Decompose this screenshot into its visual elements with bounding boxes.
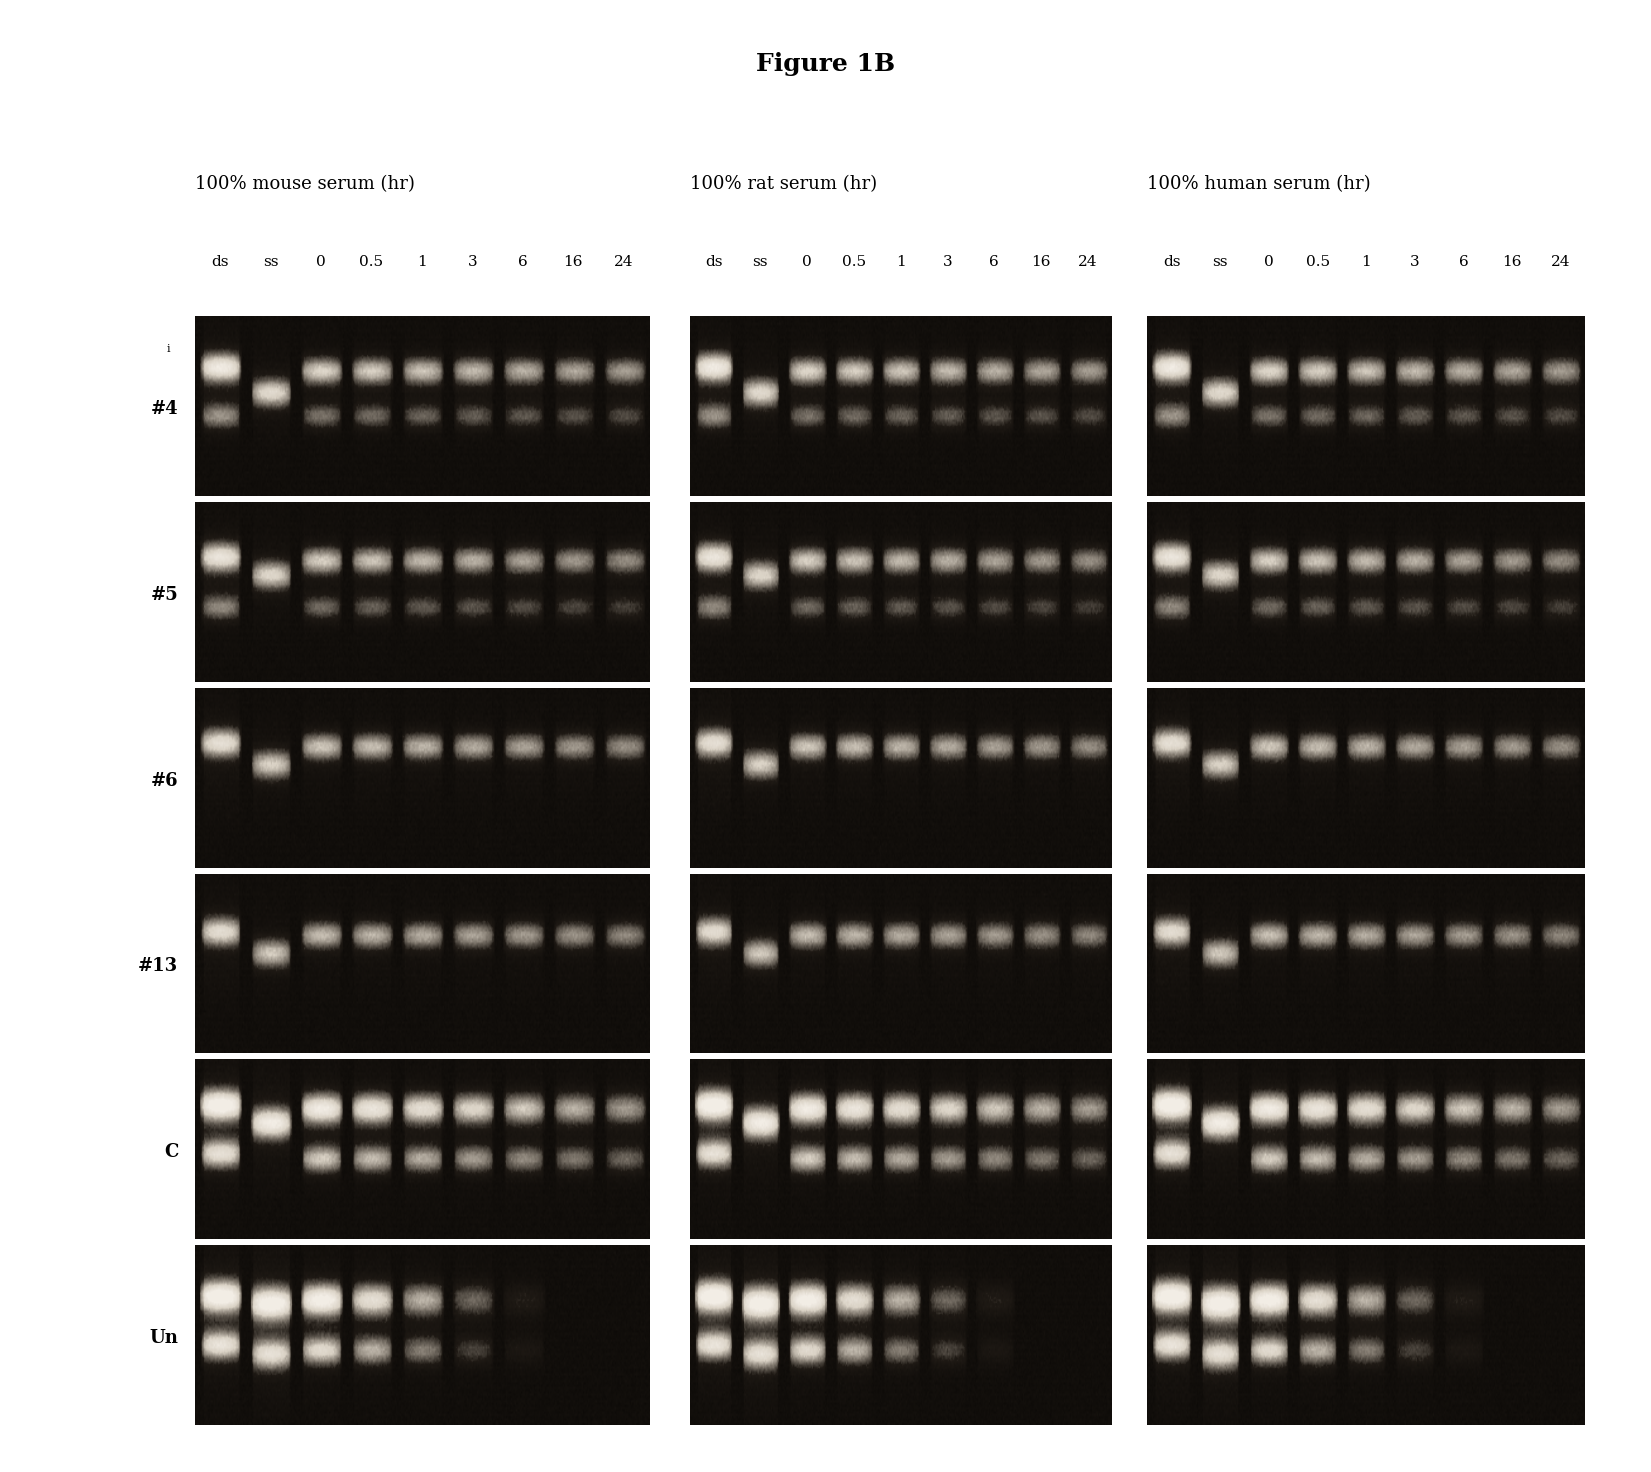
Text: i: i bbox=[167, 343, 170, 353]
Text: 16: 16 bbox=[563, 255, 583, 269]
Text: 24: 24 bbox=[1550, 255, 1570, 269]
Text: #4: #4 bbox=[150, 400, 178, 418]
Text: 16: 16 bbox=[1032, 255, 1050, 269]
Text: #6: #6 bbox=[150, 771, 178, 790]
Text: ss: ss bbox=[753, 255, 768, 269]
Text: 1: 1 bbox=[896, 255, 905, 269]
Text: 6: 6 bbox=[1458, 255, 1468, 269]
Text: 6: 6 bbox=[989, 255, 999, 269]
Text: #5: #5 bbox=[150, 586, 178, 604]
Text: 24: 24 bbox=[614, 255, 634, 269]
Text: 100% mouse serum (hr): 100% mouse serum (hr) bbox=[195, 175, 414, 193]
Text: 1: 1 bbox=[1362, 255, 1370, 269]
Text: Figure 1B: Figure 1B bbox=[756, 52, 895, 75]
Text: 100% human serum (hr): 100% human serum (hr) bbox=[1147, 175, 1370, 193]
Text: 0: 0 bbox=[802, 255, 812, 269]
Text: 6: 6 bbox=[518, 255, 528, 269]
Text: 0.5: 0.5 bbox=[842, 255, 865, 269]
Text: 3: 3 bbox=[1410, 255, 1420, 269]
Text: Un: Un bbox=[150, 1329, 178, 1347]
Text: 3: 3 bbox=[467, 255, 477, 269]
Text: 0: 0 bbox=[315, 255, 325, 269]
Text: ds: ds bbox=[705, 255, 721, 269]
Text: ss: ss bbox=[1212, 255, 1228, 269]
Text: 100% rat serum (hr): 100% rat serum (hr) bbox=[690, 175, 877, 193]
Text: 24: 24 bbox=[1078, 255, 1098, 269]
Text: ds: ds bbox=[1162, 255, 1180, 269]
Text: 0: 0 bbox=[1265, 255, 1275, 269]
Text: #13: #13 bbox=[139, 957, 178, 976]
Text: ss: ss bbox=[263, 255, 279, 269]
Text: 16: 16 bbox=[1502, 255, 1522, 269]
Text: 0.5: 0.5 bbox=[1306, 255, 1329, 269]
Text: 3: 3 bbox=[943, 255, 953, 269]
Text: C: C bbox=[163, 1144, 178, 1161]
Text: 0.5: 0.5 bbox=[360, 255, 383, 269]
Text: ds: ds bbox=[211, 255, 229, 269]
Text: 1: 1 bbox=[418, 255, 426, 269]
